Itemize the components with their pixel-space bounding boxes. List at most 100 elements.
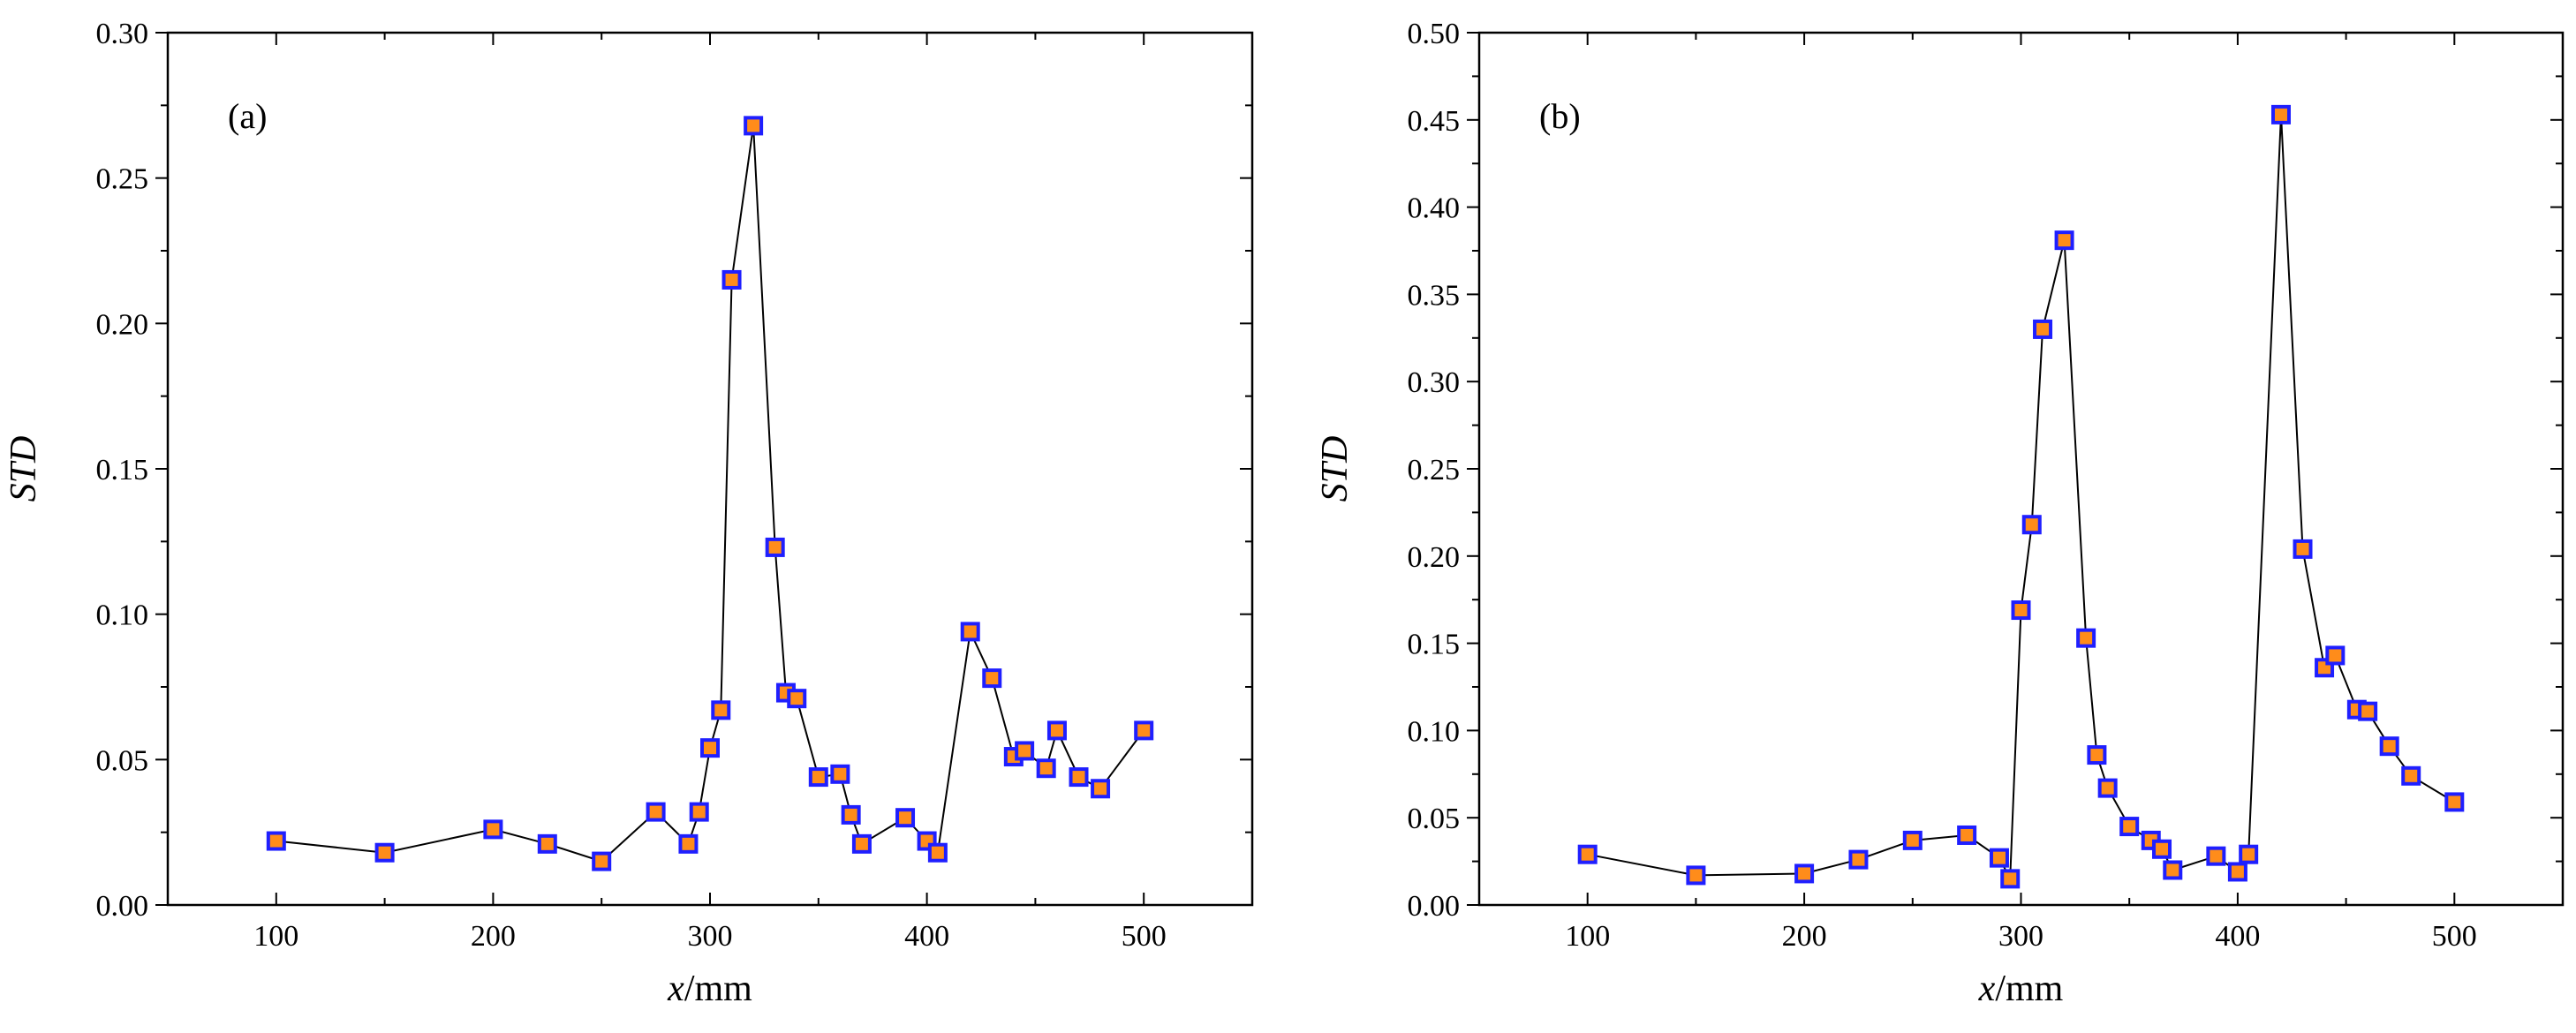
- x-tick-label: 100: [1565, 920, 1610, 953]
- x-axis-title: x/mm: [1978, 969, 2064, 1009]
- data-point: [2011, 600, 2031, 621]
- data-point: [2152, 839, 2172, 859]
- y-tick-label: 0.30: [1408, 366, 1461, 399]
- data-point: [851, 833, 872, 854]
- panel-label: (a): [228, 96, 267, 136]
- data-point: [808, 767, 828, 788]
- data-point: [646, 802, 666, 822]
- data-point: [765, 537, 785, 557]
- data-point: [2401, 765, 2421, 786]
- x-axis-title: x/mm: [667, 969, 752, 1009]
- data-point: [1091, 779, 1111, 799]
- data-point: [1957, 825, 1977, 845]
- data-point: [689, 802, 709, 822]
- data-point: [2033, 319, 2053, 339]
- data-point: [2325, 645, 2346, 666]
- data-point: [537, 833, 557, 854]
- data-point: [700, 738, 720, 758]
- data-point: [830, 764, 850, 784]
- x-axis-title-unit: /mm: [684, 969, 752, 1009]
- y-tick-label: 0.15: [96, 454, 149, 486]
- x-tick-label: 300: [1998, 920, 2043, 953]
- data-point: [266, 831, 286, 851]
- data-point: [1046, 720, 1067, 741]
- data-point: [2097, 778, 2118, 798]
- data-point: [2119, 817, 2140, 837]
- x-tick-label: 500: [1122, 920, 1167, 953]
- data-point: [2358, 701, 2378, 721]
- y-tick-label: 0.20: [96, 308, 149, 341]
- data-point: [1134, 720, 1154, 741]
- panel-label: (b): [1539, 96, 1581, 136]
- data-point: [1577, 844, 1598, 864]
- y-tick-label: 0.10: [1408, 715, 1461, 748]
- data-point: [1794, 863, 1815, 884]
- data-point: [2021, 515, 2042, 535]
- data-point: [2087, 745, 2107, 765]
- data-point: [2444, 792, 2465, 812]
- plot-frame: [1477, 31, 2565, 907]
- data-point: [2239, 844, 2259, 864]
- data-point: [711, 700, 731, 720]
- x-tick-label: 100: [253, 920, 298, 953]
- y-tick-label: 0.05: [96, 744, 149, 777]
- x-tick-label: 300: [688, 920, 733, 953]
- data-point: [841, 804, 861, 825]
- y-tick-label: 0.05: [1408, 803, 1461, 835]
- data-point: [2000, 869, 2021, 889]
- data-point: [787, 689, 807, 709]
- x-tick-label: 200: [1782, 920, 1827, 953]
- data-point: [744, 116, 764, 136]
- data-point: [1036, 758, 1056, 779]
- y-axis-title: STD: [1315, 436, 1356, 502]
- x-axis-title-variable: x: [1978, 969, 1996, 1009]
- y-tick-label: 0.35: [1408, 279, 1461, 312]
- y-tick-label: 0.20: [1408, 541, 1461, 574]
- y-tick-label: 0.40: [1408, 192, 1461, 225]
- data-point: [2379, 736, 2399, 757]
- data-point: [592, 851, 612, 871]
- data-point: [2270, 104, 2291, 124]
- data-point: [483, 819, 503, 840]
- y-tick-label: 0.45: [1408, 105, 1461, 138]
- data-point: [895, 808, 916, 828]
- x-tick-label: 200: [471, 920, 516, 953]
- y-axis-title: STD: [4, 436, 44, 502]
- data-point: [721, 269, 742, 290]
- data-point: [982, 668, 1002, 689]
- data-point: [2163, 860, 2183, 880]
- x-tick-label: 400: [2215, 920, 2260, 953]
- data-point: [1686, 865, 1706, 886]
- x-tick-label: 500: [2432, 920, 2477, 953]
- y-tick-label: 0.50: [1408, 18, 1461, 50]
- data-point: [1069, 767, 1089, 788]
- data-point: [374, 842, 395, 863]
- x-axis-title-variable: x: [667, 969, 684, 1009]
- plot-frame: [166, 31, 1254, 907]
- y-tick-label: 0.00: [1408, 890, 1461, 923]
- data-point: [927, 842, 948, 863]
- x-axis-title-unit: /mm: [1995, 969, 2063, 1009]
- y-tick-label: 0.10: [96, 599, 149, 632]
- y-tick-label: 0.00: [96, 890, 149, 923]
- data-point: [1902, 830, 1923, 850]
- y-tick-label: 0.30: [96, 18, 149, 50]
- y-tick-label: 0.15: [1408, 629, 1461, 661]
- data-point: [1015, 741, 1035, 761]
- series-line: [1587, 114, 2455, 883]
- data-point: [1989, 848, 2009, 868]
- data-point: [2293, 539, 2313, 559]
- data-point: [1848, 849, 1869, 870]
- y-tick-label: 0.25: [1408, 454, 1461, 486]
- data-point: [2076, 628, 2096, 648]
- data-point: [678, 833, 699, 854]
- data-point: [2227, 862, 2247, 882]
- x-tick-label: 400: [904, 920, 949, 953]
- data-point: [2206, 846, 2226, 866]
- data-point: [2054, 230, 2074, 251]
- chart-panel-b: 100 200 300 400 500 0.00 0.05 0.10 0.15 0.20 0.25 0…: [1315, 18, 2565, 1009]
- data-point: [960, 622, 980, 642]
- chart-panel-a: 100 200 300 400 500 0.00 0.05 0.10 0.15 0.20 0.25 0…: [4, 18, 1254, 1009]
- y-tick-label: 0.25: [96, 163, 149, 196]
